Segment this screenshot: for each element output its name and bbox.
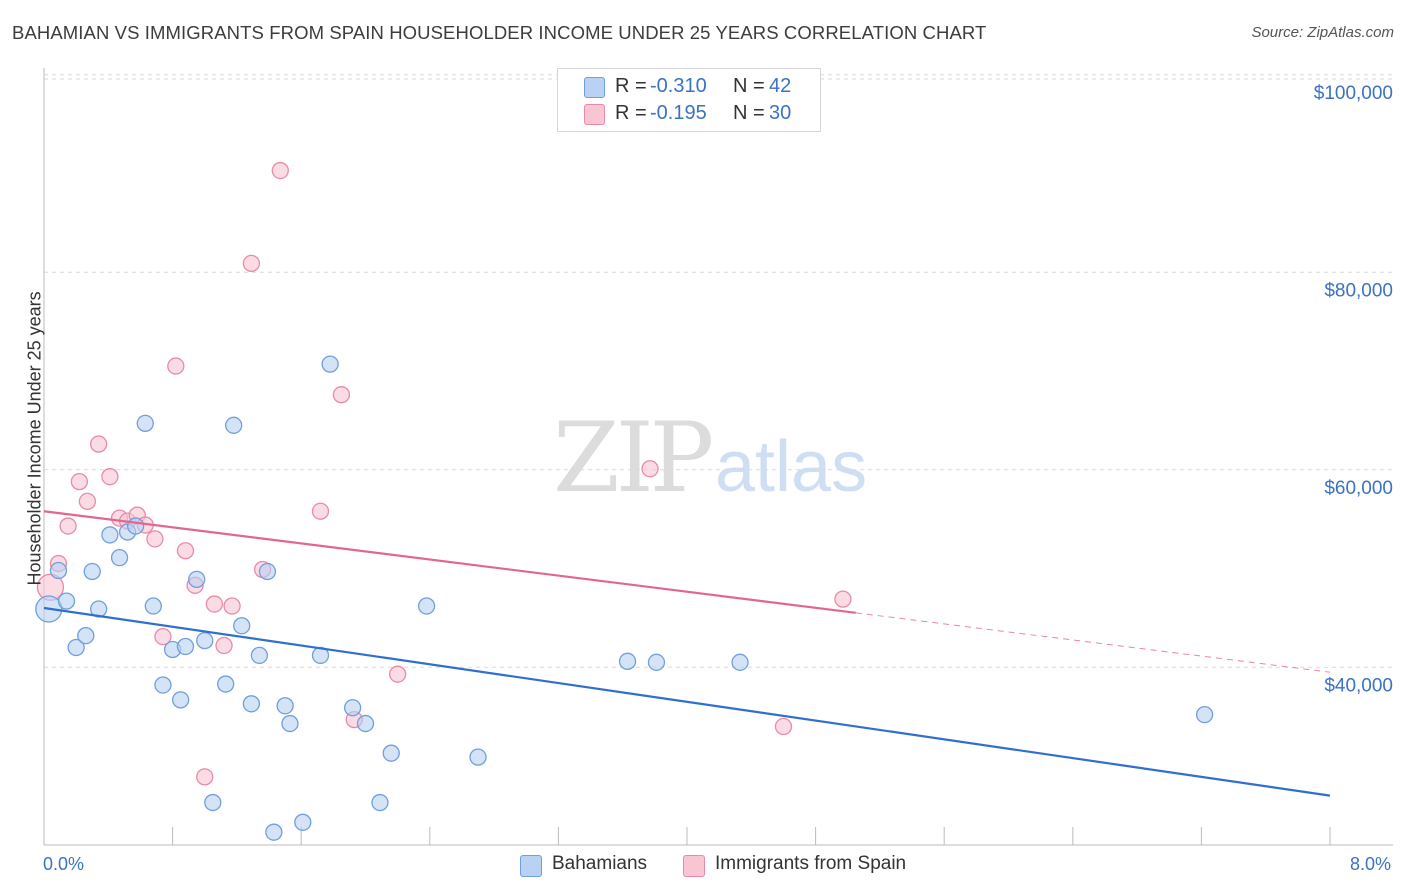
spain-point[interactable] bbox=[101, 468, 119, 486]
spain-point[interactable] bbox=[311, 502, 330, 520]
spain-point[interactable] bbox=[641, 460, 659, 478]
r-label: R = bbox=[615, 75, 647, 97]
spain-point[interactable] bbox=[90, 435, 108, 453]
spain-point[interactable] bbox=[774, 717, 793, 736]
x-tick-label-min: 0.0% bbox=[43, 854, 84, 874]
bahamian-point[interactable] bbox=[618, 652, 637, 670]
correlation-stats-box: R = -0.310 N = 42 R = -0.195 N = 30 bbox=[557, 68, 821, 132]
watermark-atlas: atlas bbox=[715, 427, 867, 507]
x-axis-ticks bbox=[43, 827, 1331, 845]
bahamian-point[interactable] bbox=[417, 597, 436, 615]
r-value: -0.195 bbox=[650, 102, 707, 124]
bahamian-point[interactable] bbox=[233, 617, 251, 635]
bahamian-point[interactable] bbox=[265, 823, 283, 841]
legend-swatch-blue bbox=[520, 855, 542, 877]
bahamian-point[interactable] bbox=[343, 699, 362, 717]
bahamian-point[interactable] bbox=[196, 631, 214, 650]
bahamian-point[interactable] bbox=[281, 714, 299, 733]
y-tick-label: $40,000 bbox=[1324, 675, 1393, 696]
legend-label: Bahamians bbox=[552, 853, 648, 874]
r-label: R = bbox=[615, 102, 647, 124]
bahamian-point[interactable] bbox=[321, 355, 339, 373]
bahamian-point[interactable] bbox=[144, 597, 162, 615]
gridlines bbox=[44, 74, 1393, 668]
n-label: N = bbox=[733, 102, 765, 124]
bahamian-point[interactable] bbox=[647, 653, 666, 671]
bahamian-point[interactable] bbox=[57, 592, 76, 610]
y-axis-tick-labels: $40,000 $60,000 $80,000 $100,000 bbox=[1314, 83, 1393, 697]
bahamian-point[interactable] bbox=[250, 646, 269, 665]
spain-point[interactable] bbox=[242, 254, 261, 273]
source-note: Source: ZipAtlas.com bbox=[1251, 24, 1394, 41]
spain-trend-line-extension bbox=[855, 612, 1331, 673]
bahamian-point[interactable] bbox=[731, 653, 749, 671]
spain-point[interactable] bbox=[834, 590, 852, 608]
stats-swatch-pink bbox=[584, 104, 605, 125]
legend-swatch-pink bbox=[683, 855, 705, 877]
bahamian-point[interactable] bbox=[276, 697, 294, 715]
zipatlas-watermark: ZIP atlas bbox=[553, 402, 867, 514]
chart-title: BAHAMIAN VS IMMIGRANTS FROM SPAIN HOUSEH… bbox=[12, 22, 987, 43]
y-tick-label: $80,000 bbox=[1324, 280, 1393, 301]
y-axis-label: Householder Income Under 25 years bbox=[24, 291, 45, 586]
bahamian-point[interactable] bbox=[49, 561, 68, 580]
trend-lines bbox=[43, 510, 1331, 797]
bahamian-point[interactable] bbox=[356, 714, 375, 733]
spain-point[interactable] bbox=[388, 665, 407, 683]
bahamian-point[interactable] bbox=[154, 676, 172, 694]
spain-point[interactable] bbox=[154, 627, 172, 646]
bahamian-point[interactable] bbox=[216, 675, 235, 693]
spain-point[interactable] bbox=[78, 492, 97, 511]
r-value: -0.310 bbox=[650, 75, 707, 97]
chart-legend: Bahamians Immigrants from Spain bbox=[0, 852, 1406, 878]
bahamian-point[interactable] bbox=[176, 637, 195, 656]
n-value: 42 bbox=[769, 75, 792, 97]
bahamian-point[interactable] bbox=[258, 562, 277, 581]
bahamian-point[interactable] bbox=[1195, 706, 1214, 724]
bahamian-point[interactable] bbox=[171, 691, 190, 709]
bahamian-point[interactable] bbox=[371, 793, 389, 812]
stats-swatch-blue bbox=[584, 77, 605, 98]
x-tick-label-max: 8.0% bbox=[1350, 854, 1391, 874]
bahamian-point[interactable] bbox=[382, 744, 400, 762]
spain-point[interactable] bbox=[215, 636, 233, 655]
bahamian-point[interactable] bbox=[77, 627, 95, 645]
spain-point[interactable] bbox=[196, 768, 214, 786]
spain-point[interactable] bbox=[332, 386, 351, 404]
bahamian-point[interactable] bbox=[294, 813, 312, 831]
spain-point[interactable] bbox=[271, 161, 289, 180]
n-label: N = bbox=[733, 75, 765, 97]
bahamian-point[interactable] bbox=[225, 416, 243, 434]
bahamian-point[interactable] bbox=[67, 638, 85, 657]
bahamians-trend-line bbox=[43, 606, 1331, 797]
legend-label: Immigrants from Spain bbox=[715, 853, 907, 874]
bahamian-point[interactable] bbox=[101, 526, 119, 544]
axes bbox=[43, 68, 1393, 846]
n-value: 30 bbox=[769, 102, 792, 124]
bahamian-point[interactable] bbox=[136, 414, 154, 432]
spain-point[interactable] bbox=[59, 517, 77, 535]
spain-point[interactable] bbox=[223, 597, 241, 615]
bahamian-point[interactable] bbox=[83, 562, 101, 581]
spain-point[interactable] bbox=[146, 530, 164, 548]
y-tick-label: $60,000 bbox=[1324, 478, 1393, 499]
bahamian-point[interactable] bbox=[126, 517, 145, 535]
bahamian-point[interactable] bbox=[469, 748, 487, 766]
bahamian-point[interactable] bbox=[204, 793, 222, 812]
bahamian-point[interactable] bbox=[188, 570, 206, 589]
spain-point[interactable] bbox=[167, 357, 185, 375]
bahamian-point[interactable] bbox=[110, 548, 129, 567]
watermark-zip: ZIP bbox=[553, 402, 712, 514]
bahamian-point[interactable] bbox=[242, 695, 261, 713]
spain-point[interactable] bbox=[205, 595, 224, 613]
bahamians-points bbox=[35, 355, 1214, 841]
y-tick-label: $100,000 bbox=[1314, 83, 1393, 104]
spain-point[interactable] bbox=[70, 472, 89, 491]
spain-trend-line bbox=[43, 510, 856, 614]
spain-point[interactable] bbox=[176, 542, 195, 560]
